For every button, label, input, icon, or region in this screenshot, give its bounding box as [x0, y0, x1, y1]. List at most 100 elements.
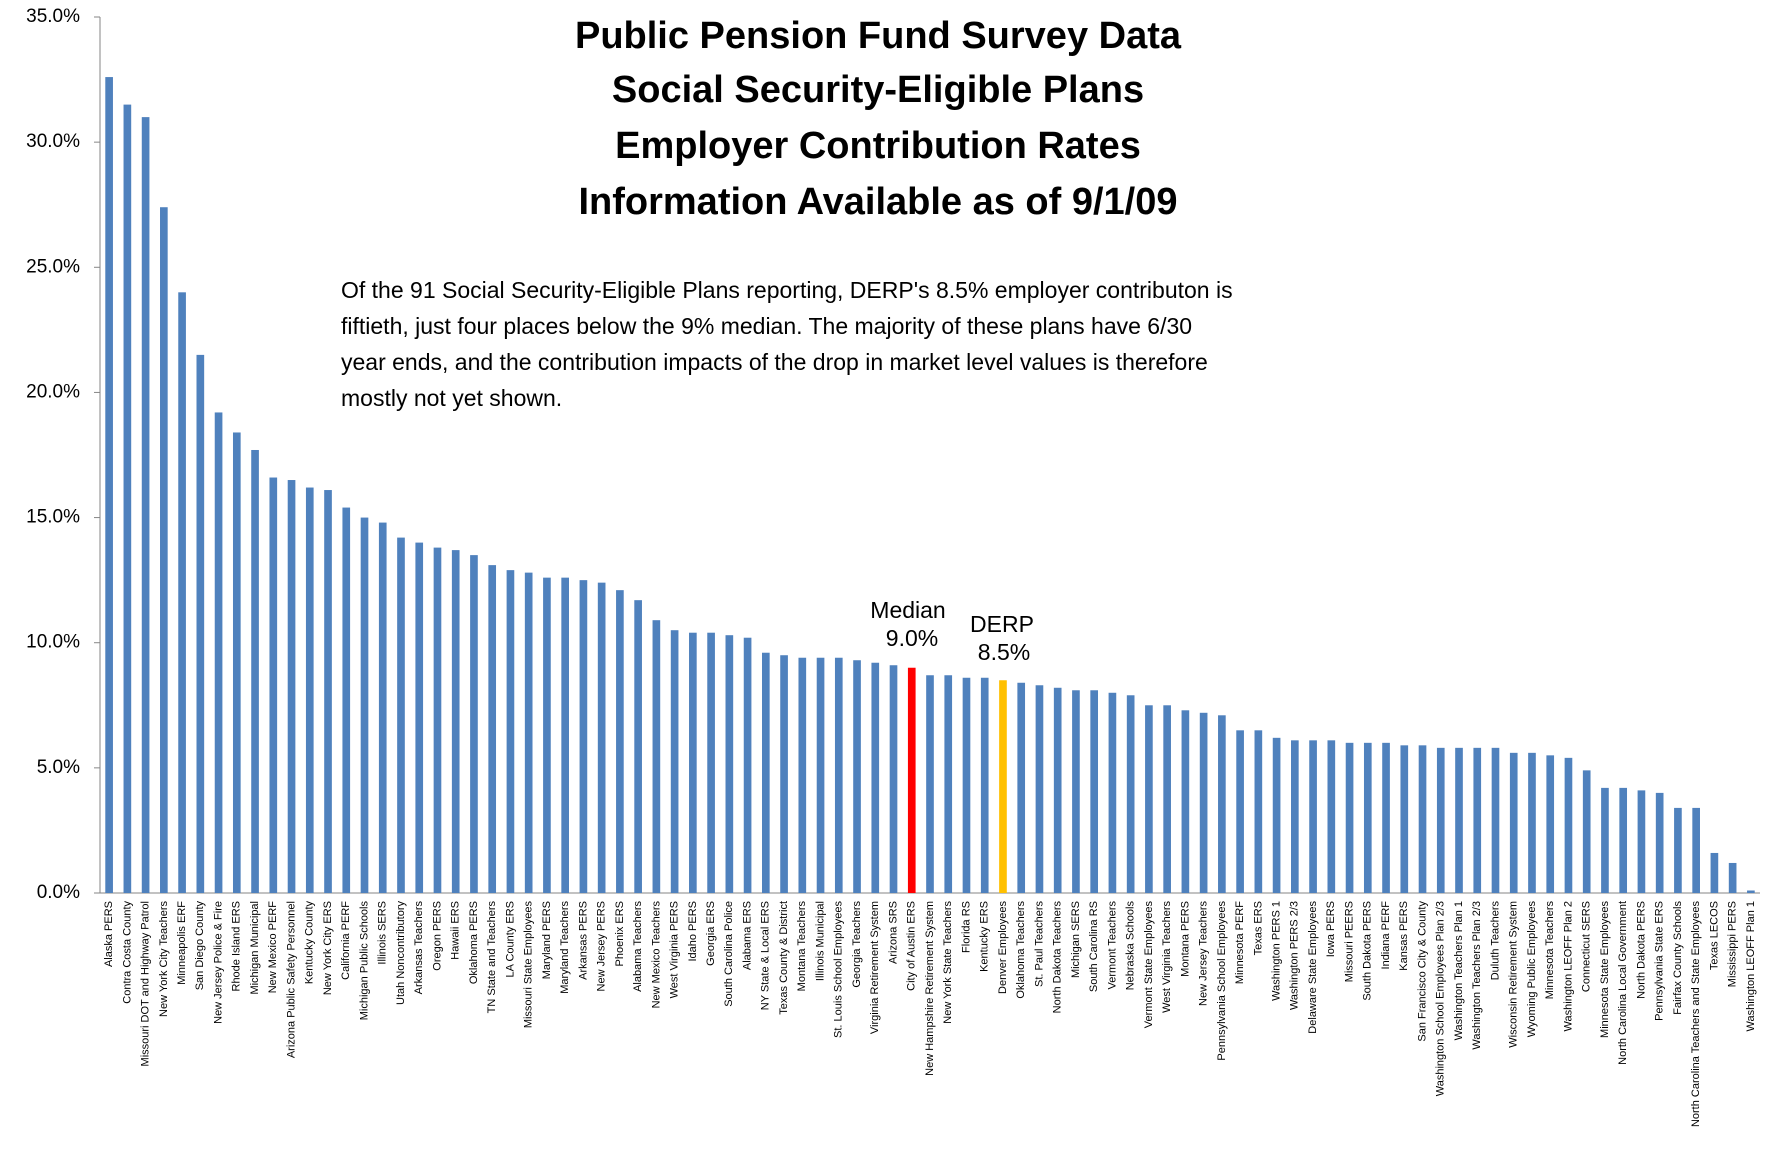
- x-tick-label: Utah Noncontributory: [395, 901, 407, 1005]
- bar: [524, 572, 533, 893]
- bar: [1747, 890, 1755, 893]
- bar: [999, 680, 1007, 893]
- x-tick-label: Wyoming Public Employees: [1526, 901, 1538, 1038]
- x-tick-label: Minnesota State Employees: [1599, 901, 1611, 1038]
- x-tick-label: New York City Teachers: [158, 901, 170, 1017]
- x-tick-label: Montana Teachers: [796, 901, 808, 992]
- x-tick-label: New Mexico PERF: [267, 901, 279, 994]
- x-tick-label: San Francisco City & County: [1416, 901, 1428, 1042]
- x-tick-label: Minneapolis ERF: [176, 901, 188, 985]
- x-tick-label: New Jersey Teachers: [1198, 901, 1210, 1006]
- bar: [342, 507, 351, 893]
- bar: [415, 542, 424, 893]
- x-tick-label: Duluth Teachers: [1489, 901, 1501, 981]
- bar: [105, 77, 113, 893]
- x-tick-label: Missouri DOT and Highway Patrol: [140, 901, 152, 1066]
- bar: [853, 660, 861, 893]
- x-tick-label: Washington PERS 2/3: [1289, 901, 1301, 1010]
- x-tick-label: North Carolina Local Government: [1617, 901, 1629, 1065]
- bar: [1382, 742, 1390, 893]
- bar: [397, 537, 405, 893]
- x-tick-label: City of Austin ERS: [906, 901, 918, 991]
- bar: [1528, 752, 1536, 893]
- x-tick-label: Arizona Public Safety Personnel: [285, 901, 297, 1058]
- x-tick-label: NY State & Local ERS: [760, 901, 772, 1010]
- bar: [160, 207, 168, 893]
- bar: [506, 570, 515, 893]
- y-tick-label: 30.0%: [26, 131, 80, 152]
- x-tick-label: Illinois SERS: [377, 901, 389, 965]
- x-tick-label: Oregon PERS: [431, 901, 443, 971]
- bar: [141, 117, 150, 894]
- x-tick-label: Arkansas PERS: [577, 901, 589, 980]
- x-tick-label: North Dakota PERS: [1635, 901, 1647, 999]
- x-tick-label: Oklahoma Teachers: [1015, 901, 1027, 999]
- x-tick-label: LA County ERS: [504, 901, 516, 977]
- x-tick-label: Vermont State Employees: [1143, 901, 1155, 1029]
- bar: [1710, 852, 1719, 893]
- bar: [232, 432, 241, 893]
- x-tick-label: Connecticut SERS: [1581, 901, 1593, 992]
- x-tick-label: Michigan SERS: [1070, 901, 1082, 978]
- bar: [470, 555, 478, 893]
- bar: [725, 635, 734, 893]
- bar: [1017, 682, 1026, 893]
- x-tick-label: South Carolina Police: [723, 901, 735, 1007]
- x-tick-label: West Virginia Teachers: [1161, 901, 1173, 1013]
- x-tick-label: Florida RS: [960, 901, 972, 953]
- bar: [1674, 807, 1682, 893]
- x-tick-label: Virginia Retirement System: [869, 901, 881, 1034]
- bar: [1601, 787, 1609, 893]
- note: year ends, and the contribution impacts …: [341, 349, 1208, 375]
- bar: [433, 547, 442, 893]
- bar: [871, 662, 880, 893]
- bar: [579, 580, 588, 893]
- x-tick-label: Wisconsin Retirement System: [1508, 901, 1520, 1048]
- x-tick-label: Mississippi PERS: [1727, 901, 1739, 987]
- x-tick-label: Kansas PERS: [1398, 901, 1410, 971]
- x-tick-label: San Diego County: [194, 901, 206, 991]
- bar: [1363, 742, 1372, 893]
- x-tick-label: Alabama ERS: [741, 901, 753, 970]
- bar: [1126, 695, 1135, 893]
- chart-title: Social Security-Eligible Plans: [612, 69, 1144, 111]
- y-tick-label: 20.0%: [26, 381, 80, 402]
- bar: [743, 637, 752, 893]
- x-tick-label: Maryland Teachers: [559, 901, 571, 994]
- bar: [634, 600, 642, 893]
- x-tick-label: Arkansas Teachers: [413, 901, 425, 995]
- x-tick-label: California PERF: [340, 901, 352, 980]
- x-tick-label: Fairfax County Schools: [1672, 901, 1684, 1015]
- bar: [1655, 792, 1664, 893]
- bar: [1692, 807, 1700, 893]
- bar: [652, 620, 661, 893]
- x-tick-label: Indiana PERF: [1380, 901, 1392, 970]
- bar: [1072, 690, 1080, 893]
- bar: [616, 590, 624, 893]
- x-tick-label: Alaska PERS: [103, 901, 115, 967]
- x-tick-label: Kentucky County: [304, 901, 316, 985]
- x-tick-label: Vermont Teachers: [1106, 901, 1118, 990]
- x-tick-label: Texas LECOS: [1708, 901, 1720, 970]
- bar: [1546, 755, 1555, 893]
- annotation: Median: [870, 597, 945, 623]
- bar: [1145, 705, 1153, 893]
- bar: [378, 522, 387, 893]
- bar: [670, 630, 679, 893]
- bar: [1053, 687, 1062, 893]
- chart-title: Employer Contribution Rates: [615, 125, 1141, 167]
- bar: [1327, 740, 1336, 893]
- chart-title: Public Pension Fund Survey Data: [575, 15, 1182, 57]
- x-tick-label: Illinois Municipal: [814, 901, 826, 981]
- y-tick-label: 5.0%: [37, 757, 80, 778]
- bar: [597, 582, 606, 893]
- bar: [196, 354, 205, 893]
- bar: [1619, 787, 1628, 893]
- x-tick-label: Kentucky ERS: [979, 901, 991, 972]
- x-tick-label: Missouri PEERS: [1343, 901, 1355, 982]
- x-tick-label: West Virginia PERS: [669, 901, 681, 998]
- x-tick-label: New York City ERS: [322, 901, 334, 995]
- bar: [944, 675, 953, 893]
- bar: [1400, 745, 1409, 893]
